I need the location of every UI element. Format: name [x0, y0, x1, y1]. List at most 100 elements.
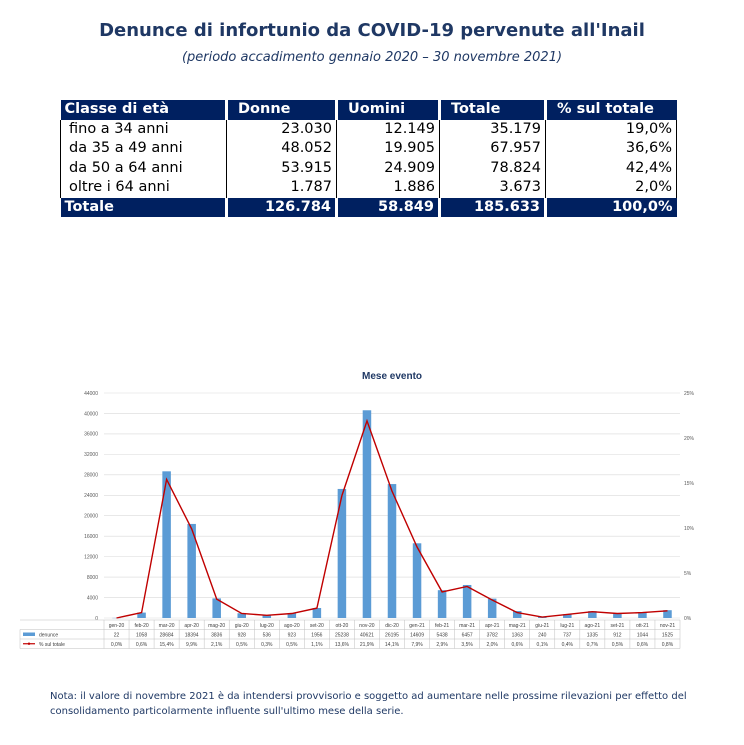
x-category-label: dic-20 [385, 623, 399, 629]
bar-value-label: 25238 [335, 633, 349, 639]
x-category-label: mar-21 [459, 623, 475, 629]
monthly-chart-svg: Mese evento 0 4000 8000 12000 16000 20000 24000… [19, 371, 695, 649]
bar [262, 615, 272, 618]
table-total-row: Totale 126.784 58.849 185.633 100,0% [60, 197, 677, 217]
bar-value-label: 5438 [437, 633, 448, 639]
legend-key-bars [23, 632, 35, 636]
age-class-cell: da 50 a 64 anni [60, 158, 227, 178]
bar [663, 610, 672, 618]
age-class-cell: da 35 a 49 anni [60, 139, 227, 159]
bar [462, 584, 472, 618]
y-left-tick-label: 16000 [84, 534, 98, 540]
percent-value-label: 3,5% [461, 642, 473, 648]
column-header: Uomini [336, 100, 441, 120]
total-cell: 67.957 [439, 139, 546, 159]
footnote: Nota: il valore di novembre 2021 è da in… [50, 691, 687, 717]
y-left-tick-label: 40000 [84, 411, 98, 417]
grand-total-cell: 185.633 [439, 197, 547, 217]
y-left-tick-label: 44000 [84, 391, 98, 397]
percent-value-label: 0,7% [587, 642, 599, 648]
percent-value-label: 15,4% [160, 642, 175, 648]
y-left-tick-label: 36000 [84, 432, 98, 438]
column-header: Totale [439, 100, 547, 120]
total-label-cell: Totale [60, 197, 228, 217]
x-category-label: nov-20 [359, 623, 375, 629]
bar [312, 607, 322, 618]
bar [212, 598, 221, 618]
age-class-cell: oltre i 64 anni [60, 178, 227, 198]
age-summary-table: Classe di età Donne Uomini Totale % sul … [60, 100, 677, 217]
chart-title: Mese evento [362, 371, 422, 382]
percent-cell: 42,4% [545, 158, 677, 178]
women-total-cell: 126.784 [226, 197, 338, 217]
bar [237, 613, 246, 618]
table-header-row: Classe di età Donne Uomini Totale % sul … [60, 100, 677, 120]
men-cell: 24.909 [336, 158, 440, 178]
page-subtitle: (periodo accadimento gennaio 2020 – 30 n… [181, 50, 563, 65]
percent-value-label: 0,0% [111, 642, 123, 648]
percent-value-label: 2,0% [486, 642, 498, 648]
x-category-label: lug-20 [260, 623, 274, 629]
bar-value-label: 928 [238, 633, 247, 639]
percent-cell: 36,6% [545, 139, 677, 159]
x-category-label: gen-21 [409, 623, 425, 629]
bar [337, 488, 347, 618]
table-row: fino a 34 anni 23.030 12.149 35.179 19,0… [60, 119, 677, 139]
bar [613, 613, 622, 618]
y-left-tick-label: 4000 [87, 595, 98, 601]
men-cell: 19.905 [336, 139, 440, 159]
y-left-tick-label: 32000 [84, 452, 98, 458]
x-category-label: ott-20 [336, 623, 349, 629]
total-cell: 3.673 [439, 178, 546, 198]
legend-label-bars: denunce [39, 633, 58, 639]
percent-line [116, 418, 668, 619]
percent-cell: 2,0% [545, 178, 677, 198]
bar-value-label: 3782 [487, 633, 498, 639]
bar-value-label: 1956 [311, 633, 322, 639]
y-left-tick-label: 8000 [87, 575, 98, 581]
bar [362, 410, 372, 618]
bar [512, 611, 522, 618]
bar-value-label: 923 [288, 633, 297, 639]
x-category-label: apr-21 [485, 623, 500, 629]
x-category-label: gen-20 [109, 623, 125, 629]
bar [412, 543, 422, 618]
bar-value-label: 6457 [462, 633, 473, 639]
x-category-label: feb-21 [435, 623, 449, 629]
percent-value-label: 0,3% [261, 642, 273, 648]
percent-total-cell: 100,0% [545, 197, 677, 217]
bar [137, 612, 146, 618]
y-left-tick-label: 20000 [84, 514, 98, 520]
percent-value-label: 21,9% [360, 642, 375, 648]
percent-value-label: 0,6% [512, 642, 524, 648]
x-category-label: ago-21 [585, 623, 601, 629]
women-cell: 23.030 [226, 119, 337, 139]
column-header: % sul totale [545, 100, 677, 120]
percent-value-label: 0,5% [612, 642, 624, 648]
bar-value-label: 1525 [662, 633, 673, 639]
bar-value-label: 1044 [637, 633, 648, 639]
percent-cell: 19,0% [545, 119, 677, 139]
x-category-label: mag-21 [509, 623, 526, 629]
percent-value-label: 1,1% [311, 642, 323, 648]
legend-key-marker [27, 642, 31, 645]
y-right-tick-label: 15% [684, 481, 695, 487]
percent-value-label: 9,9% [186, 642, 198, 648]
age-class-cell: fino a 34 anni [60, 119, 227, 139]
x-category-label: giu-20 [235, 623, 249, 629]
bar [487, 598, 497, 618]
x-category-label: mag-20 [208, 623, 225, 629]
men-total-cell: 58.849 [336, 197, 441, 217]
percent-value-label: 0,6% [637, 642, 649, 648]
bar-value-label: 1335 [587, 633, 598, 639]
x-category-label: nov-21 [660, 623, 676, 629]
y-left-tick-label: 28000 [84, 473, 98, 479]
bar-value-label: 3836 [211, 633, 222, 639]
bar [187, 523, 196, 618]
women-cell: 1.787 [226, 178, 337, 198]
y-left-tick-label: 24000 [84, 493, 98, 499]
bar-value-label: 22 [114, 633, 120, 639]
men-cell: 1.886 [336, 178, 440, 198]
x-category-label: feb-20 [134, 623, 148, 629]
bar-value-label: 912 [613, 633, 622, 639]
